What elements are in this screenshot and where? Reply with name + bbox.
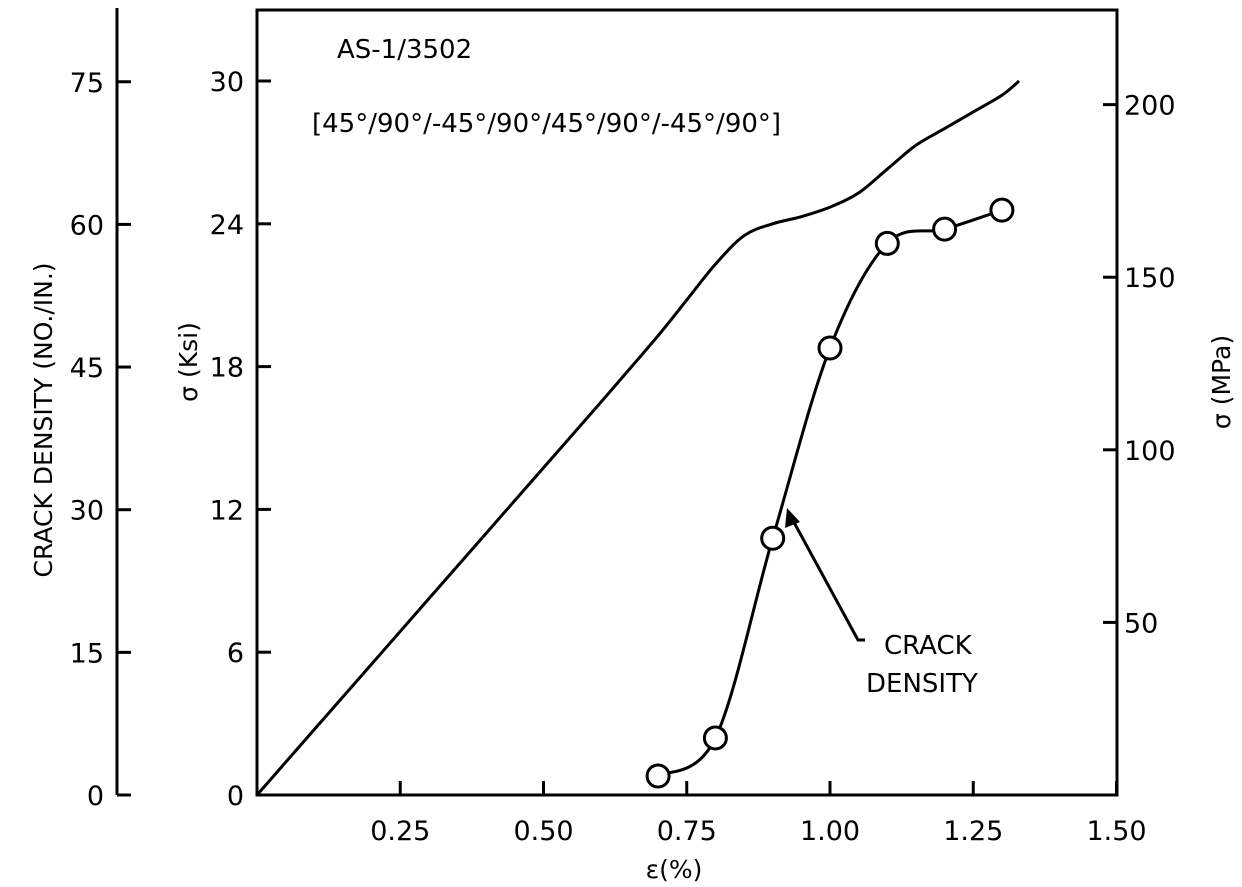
- strain-tick-label: 1.25: [943, 816, 1003, 847]
- layup-annotation: [45°/90°/-45°/90°/45°/90°/-45°/90°]: [312, 109, 781, 139]
- crack-density-point: [817, 335, 843, 361]
- strain-tick-label: 1.00: [800, 816, 860, 847]
- stress-mpa-ticks: 50 100 150 200: [1103, 91, 1176, 639]
- crack-density-axis-title: CRACK DENSITY (NO./IN.): [29, 262, 58, 577]
- ksi-tick-label: 0: [227, 781, 244, 812]
- crack-density-point: [989, 197, 1015, 223]
- mpa-tick-label: 150: [1124, 263, 1176, 294]
- crack-tick-label: 45: [70, 353, 104, 384]
- mpa-tick-label: 50: [1124, 608, 1158, 639]
- crack-density-point: [702, 725, 728, 751]
- stress-strain-line: [255, 79, 1021, 796]
- crack-density-leader-line: [788, 514, 865, 642]
- crack-tick-label: 60: [70, 210, 104, 241]
- crack-tick-label: 30: [70, 496, 104, 527]
- strain-tick-label: 0.50: [513, 816, 573, 847]
- crack-density-arrowhead: [785, 508, 800, 528]
- ksi-tick-label: 18: [210, 353, 244, 384]
- crack-density-points: [645, 197, 1015, 789]
- crack-density-point: [932, 216, 958, 242]
- mpa-tick-label: 100: [1124, 436, 1176, 467]
- crack-density-ticks: 0 15 30 45 60 75: [70, 68, 131, 812]
- crack-density-point: [874, 230, 900, 256]
- crack-tick-label: 75: [70, 68, 104, 99]
- ksi-tick-label: 6: [227, 638, 244, 669]
- crack-density-label-line2: DENSITY: [866, 669, 978, 699]
- strain-tick-label: 0.25: [370, 816, 430, 847]
- ksi-tick-label: 12: [210, 495, 244, 526]
- ksi-tick-label: 24: [210, 210, 244, 241]
- stress-ksi-axis-title: σ (Ksi): [174, 322, 203, 402]
- stress-mpa-axis-title: σ (MPa): [1207, 335, 1236, 429]
- strain-ticks: 0.25 0.50 0.75 1.00 1.25 1.50: [370, 781, 1147, 847]
- crack-density-label-line1: CRACK: [884, 631, 973, 661]
- crack-tick-label: 15: [70, 638, 104, 669]
- stress-ksi-ticks: 0 6 12 18 24 30: [210, 67, 271, 812]
- strain-tick-label: 1.50: [1086, 816, 1146, 847]
- crack-density-point: [760, 525, 786, 551]
- strain-tick-label: 0.75: [657, 816, 717, 847]
- material-annotation: AS-1/3502: [337, 35, 472, 65]
- crack-density-point: [645, 763, 671, 789]
- ksi-tick-label: 30: [210, 67, 244, 98]
- mpa-tick-label: 200: [1124, 91, 1176, 122]
- strain-axis-title: ε(%): [646, 855, 703, 884]
- crack-tick-label: 0: [87, 781, 104, 812]
